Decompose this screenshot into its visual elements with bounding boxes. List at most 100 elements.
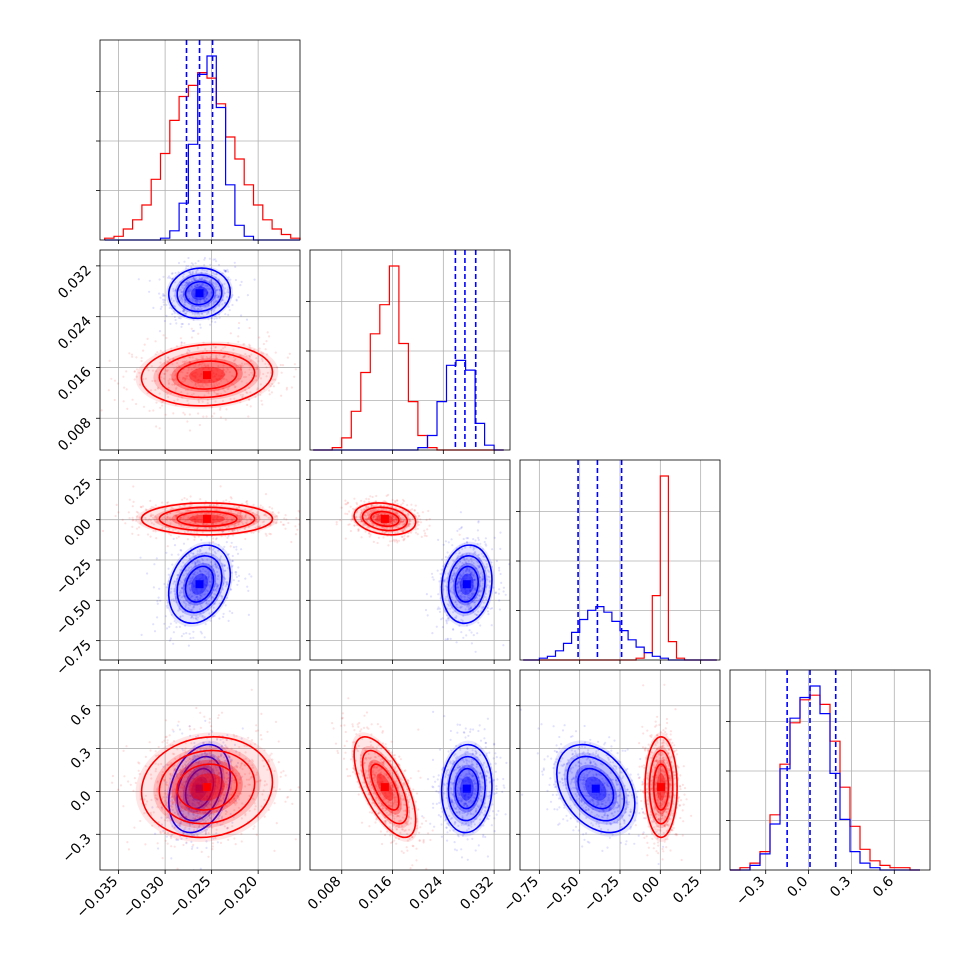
scatter-point xyxy=(216,570,219,574)
scatter-point xyxy=(227,305,230,308)
scatter-point xyxy=(248,343,251,346)
scatter-point xyxy=(209,545,212,548)
scatter-point xyxy=(208,357,211,360)
scatter-point xyxy=(239,514,242,517)
scatter-point xyxy=(458,533,461,536)
scatter-point xyxy=(198,313,201,316)
scatter-point xyxy=(139,522,142,525)
scatter-point xyxy=(192,308,195,311)
scatter-point xyxy=(211,523,214,526)
scatter-point xyxy=(203,256,207,260)
scatter-point xyxy=(190,566,193,569)
scatter-point xyxy=(248,387,251,390)
scatter-point xyxy=(451,574,454,577)
scatter-point xyxy=(208,281,212,284)
scatter-point xyxy=(454,601,457,604)
scatter-point xyxy=(402,528,405,531)
scatter-point xyxy=(478,589,481,593)
scatter-point xyxy=(205,602,208,605)
scatter-point xyxy=(240,368,243,371)
scatter-point xyxy=(261,506,264,509)
scatter-point xyxy=(243,343,246,346)
scatter-point xyxy=(219,557,222,560)
contour-0-2 xyxy=(184,565,215,603)
scatter-point xyxy=(195,270,198,273)
scatter-point xyxy=(170,613,173,616)
scatter-point xyxy=(205,297,208,301)
scatter-point xyxy=(472,601,475,604)
scatter-point xyxy=(225,581,228,584)
scatter-point xyxy=(122,375,125,378)
scatter-point xyxy=(470,576,474,579)
scatter-point xyxy=(200,307,203,310)
scatter-point xyxy=(206,581,209,585)
scatter-point xyxy=(173,514,176,517)
scatter-point xyxy=(468,589,472,592)
scatter-point xyxy=(190,847,194,850)
scatter-point xyxy=(223,302,227,305)
scatter-point xyxy=(208,595,212,598)
scatter-point xyxy=(223,564,226,567)
scatter-point xyxy=(255,374,258,378)
scatter-point xyxy=(199,570,202,573)
scatter-point xyxy=(199,323,202,326)
scatter-point xyxy=(201,602,204,605)
scatter-point xyxy=(180,342,183,345)
scatter-point xyxy=(199,594,202,597)
scatter-point xyxy=(167,276,170,279)
scatter-point xyxy=(168,532,171,535)
scatter-point xyxy=(475,586,478,590)
scatter-point xyxy=(179,337,182,340)
scatter-point xyxy=(196,269,199,272)
scatter-point xyxy=(452,592,455,596)
scatter-point xyxy=(221,587,224,590)
scatter-point xyxy=(280,394,283,397)
scatter-point xyxy=(180,322,183,326)
scatter-point xyxy=(486,565,489,568)
scatter-point xyxy=(237,522,240,526)
scatter-point xyxy=(241,515,244,518)
scatter-point xyxy=(115,503,118,506)
scatter-point xyxy=(239,520,242,523)
scatter-point xyxy=(184,520,187,523)
scatter-point xyxy=(270,382,274,386)
scatter-point xyxy=(202,367,205,370)
scatter-point xyxy=(191,270,194,273)
scatter-point xyxy=(478,565,481,569)
scatter-point xyxy=(216,564,219,567)
scatter-point xyxy=(473,547,476,550)
scatter-point xyxy=(181,376,185,379)
scatter-point xyxy=(238,505,241,508)
scatter-point xyxy=(213,588,216,591)
scatter-point xyxy=(170,553,173,556)
scatter-point xyxy=(224,418,227,421)
scatter-point xyxy=(455,615,458,618)
scatter-point xyxy=(204,590,207,593)
scatter-point xyxy=(213,381,216,384)
scatter-point xyxy=(202,284,205,287)
scatter-point xyxy=(471,595,474,598)
scatter-point xyxy=(123,775,126,778)
scatter-point xyxy=(294,368,297,371)
scatter-point xyxy=(261,352,265,355)
scatter-point xyxy=(485,559,488,562)
scatter-point xyxy=(194,588,197,591)
scatter-point xyxy=(94,372,96,374)
scatter-point xyxy=(210,596,214,599)
scatter-point xyxy=(212,376,215,379)
scatter-point xyxy=(128,517,131,520)
scatter-point xyxy=(199,285,202,288)
scatter-point xyxy=(221,284,224,287)
scatter-point xyxy=(459,551,462,554)
scatter-point xyxy=(152,623,155,626)
scatter-point xyxy=(199,380,203,383)
scatter-point xyxy=(244,514,247,517)
scatter-point xyxy=(274,515,277,518)
scatter-point xyxy=(265,340,268,343)
scatter-point xyxy=(217,509,220,512)
scatter-point xyxy=(460,554,463,557)
scatter-point xyxy=(460,597,463,600)
scatter-point xyxy=(237,368,240,371)
scatter-point xyxy=(190,288,193,291)
